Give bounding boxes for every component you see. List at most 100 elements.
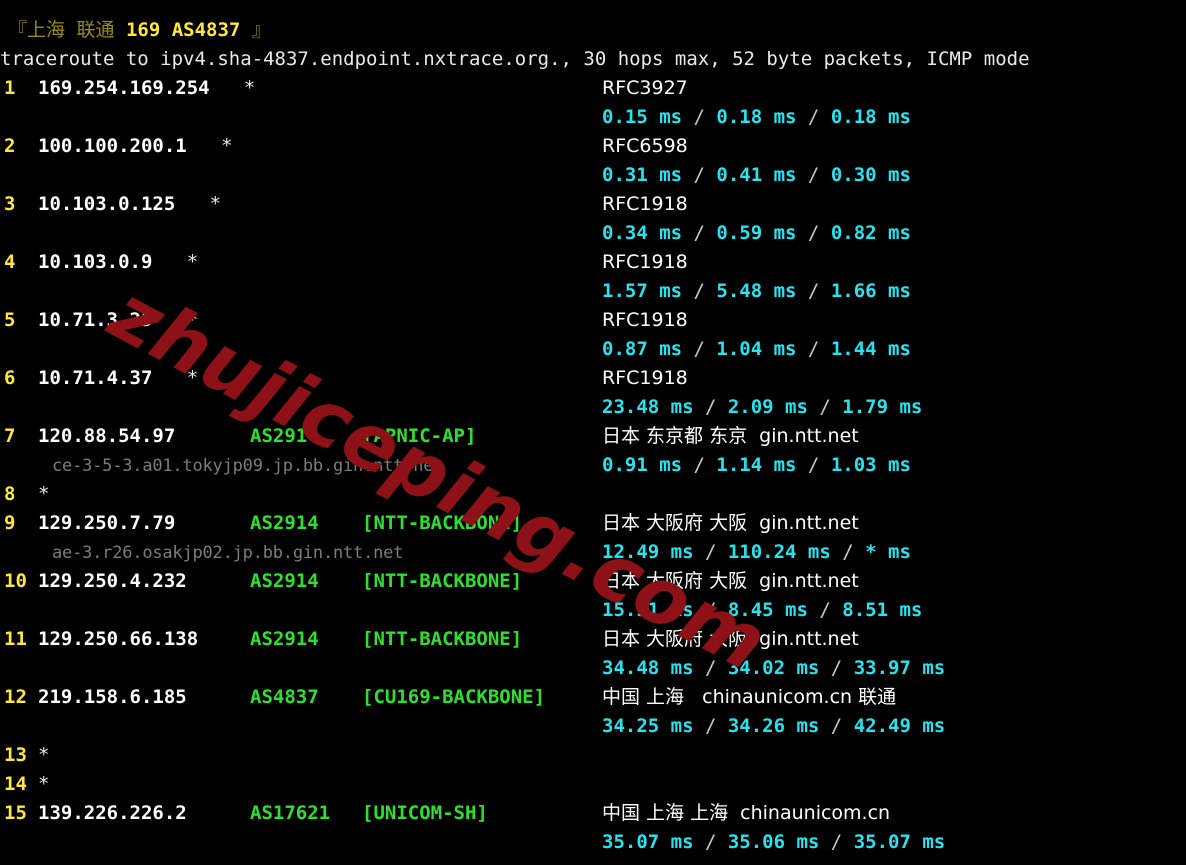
hop-no-reply: * bbox=[38, 483, 50, 505]
latency-value: 34.02 ms bbox=[727, 657, 820, 679]
latency-separator: / bbox=[682, 338, 717, 360]
hop-latency-group: 0.31 ms / 0.41 ms / 0.30 ms bbox=[602, 161, 911, 190]
latency-value: 0.59 ms bbox=[716, 222, 797, 244]
hop-ip: 129.250.7.79 bbox=[38, 512, 176, 534]
latency-separator: / bbox=[819, 657, 854, 679]
hop-ip-cell: 10.71.4.37 * bbox=[38, 364, 250, 393]
latency-value: 0.31 ms bbox=[602, 164, 683, 186]
hop-geo: 日本 东京都 东京 gin.ntt.net bbox=[602, 425, 859, 447]
hop-geo: 日本 大阪府 大阪 gin.ntt.net bbox=[602, 628, 859, 650]
hop-detail-row: 34.48 ms / 34.02 ms / 33.97 ms bbox=[0, 654, 1186, 683]
latency-value: 35.07 ms bbox=[853, 831, 946, 853]
hop-latency-group: 12.49 ms / 110.24 ms / * ms bbox=[602, 538, 911, 567]
hop-number: 3 bbox=[4, 193, 16, 215]
hop-ip: 10.103.0.125 bbox=[38, 193, 176, 215]
latency-separator: / bbox=[807, 599, 843, 621]
latency-value: 0.18 ms bbox=[830, 106, 911, 128]
hop-number: 5 bbox=[4, 309, 16, 331]
hop-latency-group: 34.25 ms / 34.26 ms / 42.49 ms bbox=[602, 712, 945, 741]
latency-value: 35.07 ms bbox=[602, 831, 694, 853]
latency-value: 8.45 ms bbox=[727, 599, 808, 621]
hop-ip: 10.71.3.25 bbox=[38, 309, 153, 331]
hop-ip: 219.158.6.185 bbox=[38, 686, 187, 708]
hop-number: 6 bbox=[4, 367, 16, 389]
hop-ip: 100.100.200.1 bbox=[38, 135, 187, 157]
hop-row: 12 219.158.6.185 AS4837 [CU169-BACKBONE] 中国 … bbox=[0, 683, 1186, 712]
latency-value: 0.18 ms bbox=[716, 106, 797, 128]
latency-value: 1.66 ms bbox=[830, 280, 911, 302]
latency-value: 0.15 ms bbox=[602, 106, 683, 128]
hop-no-reply: * bbox=[38, 744, 50, 766]
hop-row: 9 129.250.7.79 AS2914 [NTT-BACKBONE] 日本 大阪府 … bbox=[0, 509, 1186, 538]
latency-value: 23.48 ms bbox=[602, 396, 694, 418]
hop-latency-group: 35.07 ms / 35.06 ms / 35.07 ms bbox=[602, 828, 945, 857]
hop-detail-row: 0.87 ms / 1.04 ms / 1.44 ms bbox=[0, 335, 1186, 364]
hop-row: 6 10.71.4.37 * RFC1918 bbox=[0, 364, 1186, 393]
latency-separator: / bbox=[682, 164, 717, 186]
hop-as-name: [NTT-BACKBONE] bbox=[362, 570, 523, 592]
latency-value: 0.30 ms bbox=[830, 164, 911, 186]
latency-value: 0.82 ms bbox=[830, 222, 911, 244]
latency-separator: / bbox=[693, 396, 728, 418]
hop-ip: 169.254.169.254 bbox=[38, 77, 210, 99]
hop-detail-row: 34.25 ms / 34.26 ms / 42.49 ms bbox=[0, 712, 1186, 741]
hop-detail-row: ce-3-5-3.a01.tokyjp09.jp.bb.gin.ntt.net 0… bbox=[0, 451, 1186, 480]
hop-ip-cell: 10.103.0.125 * bbox=[38, 190, 250, 219]
hop-latency-group: 0.34 ms / 0.59 ms / 0.82 ms bbox=[602, 219, 911, 248]
header-asn: AS4837 bbox=[171, 19, 241, 41]
hop-number: 10 bbox=[4, 570, 27, 592]
latency-value: 110.24 ms bbox=[727, 541, 831, 563]
latency-value: 8.51 ms bbox=[842, 599, 923, 621]
header-isp: 联通 bbox=[76, 19, 115, 41]
hop-row: 4 10.103.0.9 * RFC1918 bbox=[0, 248, 1186, 277]
hop-ip-cell: 10.71.3.25 * bbox=[38, 306, 250, 335]
latency-value: 34.26 ms bbox=[727, 715, 820, 737]
hop-detail-row: 35.07 ms / 35.06 ms / 35.07 ms bbox=[0, 828, 1186, 857]
hop-latency-group: 0.87 ms / 1.04 ms / 1.44 ms bbox=[602, 335, 911, 364]
latency-value: 5.48 ms bbox=[716, 280, 797, 302]
latency-separator: / bbox=[682, 454, 717, 476]
latency-value: 15.51 ms bbox=[602, 599, 694, 621]
hop-number: 13 bbox=[4, 744, 27, 766]
hop-detail-row: 0.34 ms / 0.59 ms / 0.82 ms bbox=[0, 219, 1186, 248]
latency-separator: / bbox=[693, 599, 728, 621]
hop-number: 8 bbox=[4, 483, 16, 505]
hop-hostname: ce-3-5-3.a01.tokyjp09.jp.bb.gin.ntt.net bbox=[52, 456, 444, 476]
latency-separator: / bbox=[819, 831, 854, 853]
hop-latency-group: 1.57 ms / 5.48 ms / 1.66 ms bbox=[602, 277, 911, 306]
hop-ip-cell: 10.103.0.9 * bbox=[38, 248, 250, 277]
latency-value: * ms bbox=[865, 541, 911, 563]
latency-value: 1.03 ms bbox=[830, 454, 911, 476]
hop-detail-row: 23.48 ms / 2.09 ms / 1.79 ms bbox=[0, 393, 1186, 422]
hop-geo: RFC3927 bbox=[602, 77, 688, 99]
latency-value: 35.06 ms bbox=[727, 831, 820, 853]
hop-asn: AS2914 bbox=[250, 628, 319, 650]
latency-value: 0.34 ms bbox=[602, 222, 683, 244]
header-bracket-open: 『 bbox=[8, 19, 28, 41]
hop-row: 11 129.250.66.138 AS2914 [NTT-BACKBONE] 日本 大… bbox=[0, 625, 1186, 654]
hop-detail-row: 15.51 ms / 8.45 ms / 8.51 ms bbox=[0, 596, 1186, 625]
hop-number: 11 bbox=[4, 628, 27, 650]
latency-value: 0.91 ms bbox=[602, 454, 683, 476]
latency-value: 0.87 ms bbox=[602, 338, 683, 360]
trace-header: 『上海 联通 169 AS4837 』 bbox=[0, 0, 1186, 45]
hop-number: 15 bbox=[4, 802, 27, 824]
latency-value: 34.48 ms bbox=[602, 657, 694, 679]
hop-row: 1 169.254.169.254 * RFC3927 bbox=[0, 74, 1186, 103]
hop-asn: AS4837 bbox=[250, 686, 319, 708]
latency-value: 2.09 ms bbox=[727, 396, 808, 418]
latency-separator: / bbox=[830, 541, 866, 563]
hop-probe-star: * bbox=[152, 309, 199, 331]
latency-value: 12.49 ms bbox=[602, 541, 694, 563]
hop-number: 1 bbox=[4, 77, 16, 99]
latency-value: 33.97 ms bbox=[853, 657, 946, 679]
latency-value: 0.41 ms bbox=[716, 164, 797, 186]
latency-value: 1.79 ms bbox=[842, 396, 923, 418]
hop-as-name: [APNIC-AP] bbox=[362, 425, 477, 447]
hop-latency-group: 0.15 ms / 0.18 ms / 0.18 ms bbox=[602, 103, 911, 132]
latency-separator: / bbox=[796, 106, 831, 128]
hop-no-reply: * bbox=[38, 773, 50, 795]
latency-separator: / bbox=[796, 454, 831, 476]
hop-latency-group: 0.91 ms / 1.14 ms / 1.03 ms bbox=[602, 451, 911, 480]
latency-separator: / bbox=[682, 280, 717, 302]
